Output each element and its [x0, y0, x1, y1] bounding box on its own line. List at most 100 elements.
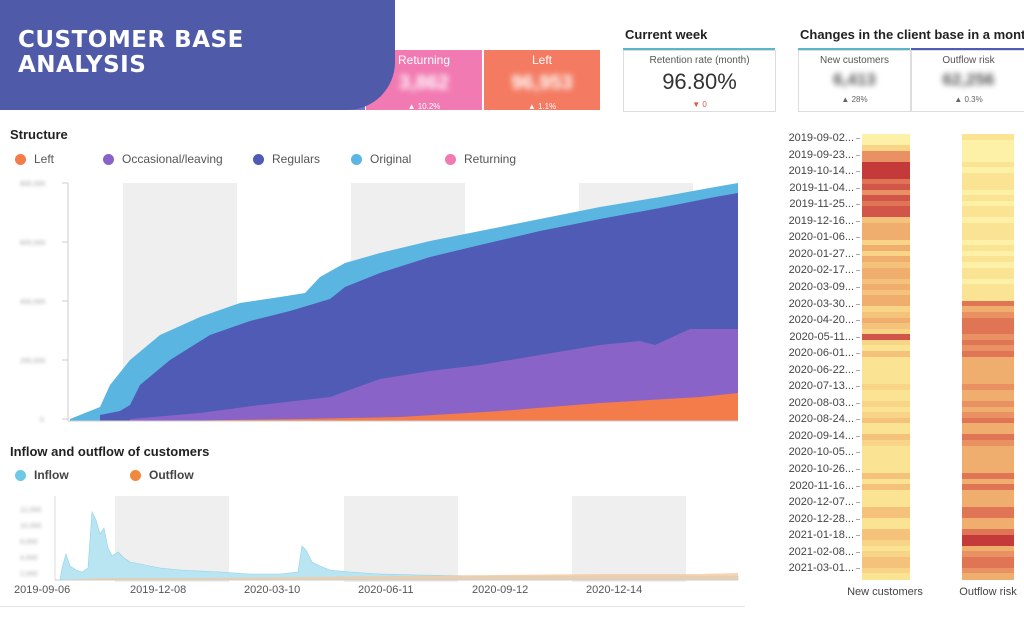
heatmap-cell	[862, 545, 910, 552]
legend-outflow[interactable]: Outflow	[130, 468, 250, 482]
svg-text:8,000: 8,000	[20, 539, 38, 546]
legend-original-label: Original	[370, 152, 412, 166]
new-customers-change: ▲ 28%	[841, 95, 868, 104]
heatmap-cell	[962, 467, 1014, 474]
structure-legend: Left Occasional/leaving Regulars Origina…	[15, 152, 545, 166]
heatmap-row-tick	[856, 204, 860, 206]
heatmap-cell	[962, 217, 1014, 224]
heatmap-row-label: 2019-11-25...	[789, 198, 854, 211]
heatmap-row-label: 2020-10-05...	[788, 446, 854, 459]
heatmap-row-tick	[856, 336, 860, 338]
heatmap-cell	[862, 172, 910, 180]
heatmap-cell	[862, 161, 910, 168]
heatmap-cell	[962, 406, 1014, 413]
legend-inflow[interactable]: Inflow	[15, 468, 130, 482]
heatmap-cell	[962, 284, 1014, 291]
heatmap-row-label: 2021-03-01...	[788, 562, 854, 575]
heatmap-cell	[962, 439, 1014, 447]
heatmap-cell	[962, 356, 1014, 363]
svg-text:12,000: 12,000	[20, 507, 42, 514]
heatmap-row-tick	[856, 485, 860, 487]
heatmap-row-label: 2020-06-01...	[788, 347, 854, 360]
legend-returning-label: Returning	[464, 152, 517, 166]
heatmap-row-tick	[856, 171, 860, 173]
heatmap-cell	[962, 573, 1014, 580]
new-customers-value-blurred: 6,413	[833, 70, 876, 89]
heatmap-cell	[962, 445, 1014, 452]
heatmap-cell	[962, 567, 1014, 575]
heatmap-cell	[962, 562, 1014, 569]
heatmap-cell	[862, 156, 910, 163]
heatmap-cell	[962, 172, 1014, 180]
heatmap-cell	[962, 462, 1014, 469]
heatmap-cell	[962, 423, 1014, 430]
heatmap-cell	[862, 345, 910, 352]
heatmap-row-tick	[856, 220, 860, 222]
svg-text:4,000: 4,000	[20, 555, 38, 562]
heatmap-row-label: 2019-09-02...	[788, 132, 854, 144]
heatmap-cell	[862, 339, 910, 346]
heatmap-cell	[962, 261, 1014, 269]
legend-regulars[interactable]: Regulars	[253, 152, 351, 166]
x-tick-label: 2019-09-06	[14, 584, 71, 596]
heatmap-cell	[962, 506, 1014, 513]
heatmap-row-label: 2020-06-22...	[788, 363, 854, 376]
heatmap-cell	[862, 506, 910, 513]
x-tick-label: 2019-12-08	[130, 584, 187, 596]
heatmap-cell	[962, 250, 1014, 257]
legend-dot	[15, 469, 26, 481]
heatmap-cell	[862, 200, 910, 207]
heatmap-row-label: 2020-03-30...	[788, 297, 854, 310]
heatmap-cell	[962, 223, 1014, 230]
heatmap-row-label: 2020-12-07...	[788, 496, 854, 509]
changes-title: Changes in the client base in a month	[800, 27, 1024, 42]
outflow-risk-card: Outflow risk 62,256 ▲ 0.3%	[911, 50, 1024, 112]
heatmap-cell	[962, 289, 1014, 296]
title-banner: CUSTOMER BASE ANALYSIS	[0, 0, 395, 110]
heatmap-cell	[862, 334, 910, 341]
heatmap-cell	[862, 223, 910, 230]
outflow-risk-label: Outflow risk	[942, 55, 995, 66]
heatmap-cell	[862, 401, 910, 408]
heatmap-cell	[862, 473, 910, 480]
legend-occasional[interactable]: Occasional/leaving	[103, 152, 253, 166]
structure-chart: 800,000 600,000 400,000 200,000 0	[20, 181, 738, 424]
kpi-left: Left 96,953 ▲ 1.1%	[484, 50, 600, 111]
heatmap-cell	[962, 373, 1014, 380]
heatmap-cell	[862, 317, 910, 324]
heatmap-cell	[962, 389, 1014, 397]
heatmap-row-tick	[856, 353, 860, 355]
heatmap-cell	[962, 484, 1014, 491]
heatmap-row-label: 2020-09-14...	[788, 429, 854, 442]
heatmap-row-tick	[856, 518, 860, 520]
heatmap-cell	[862, 423, 910, 430]
heatmap-row-label: 2019-11-04...	[789, 181, 854, 194]
legend-original[interactable]: Original	[351, 152, 445, 166]
heatmap-row-tick	[856, 253, 860, 255]
heatmap-row-tick	[856, 469, 860, 470]
legend-returning[interactable]: Returning	[445, 152, 545, 166]
heatmap-cell	[962, 534, 1014, 541]
heatmap-cell	[962, 501, 1014, 508]
heatmap-cell	[962, 395, 1014, 402]
heatmap-cell	[862, 139, 910, 146]
heatmap-cell	[962, 478, 1014, 486]
kpi-returning-change: ▲ 10.2%	[407, 102, 441, 111]
heatmap-cell	[862, 312, 910, 319]
retention-change: ▼ 0	[692, 100, 707, 109]
heatmap-cell	[962, 317, 1014, 324]
flow-x-labels: 2019-09-06 2019-12-08 2020-03-10 2020-06…	[0, 584, 745, 604]
heatmap-cell	[962, 473, 1014, 480]
legend-left[interactable]: Left	[15, 152, 103, 166]
kpi-returning-label: Returning	[397, 53, 451, 67]
x-tick-label: 2020-03-10	[244, 584, 301, 596]
heatmap-row-labels: 2019-09-02... 2019-09-23... 2019-10-14... 2…	[774, 130, 860, 580]
heatmap-cell	[862, 211, 910, 219]
legend-left-label: Left	[34, 152, 55, 166]
heatmap-cell	[962, 551, 1014, 558]
heatmap-cell	[962, 189, 1014, 196]
heatmap-cell	[962, 273, 1014, 280]
heatmap-cell	[962, 540, 1014, 547]
heatmap-cell	[962, 367, 1014, 374]
heatmap-row-label: 2020-04-20...	[788, 314, 854, 327]
